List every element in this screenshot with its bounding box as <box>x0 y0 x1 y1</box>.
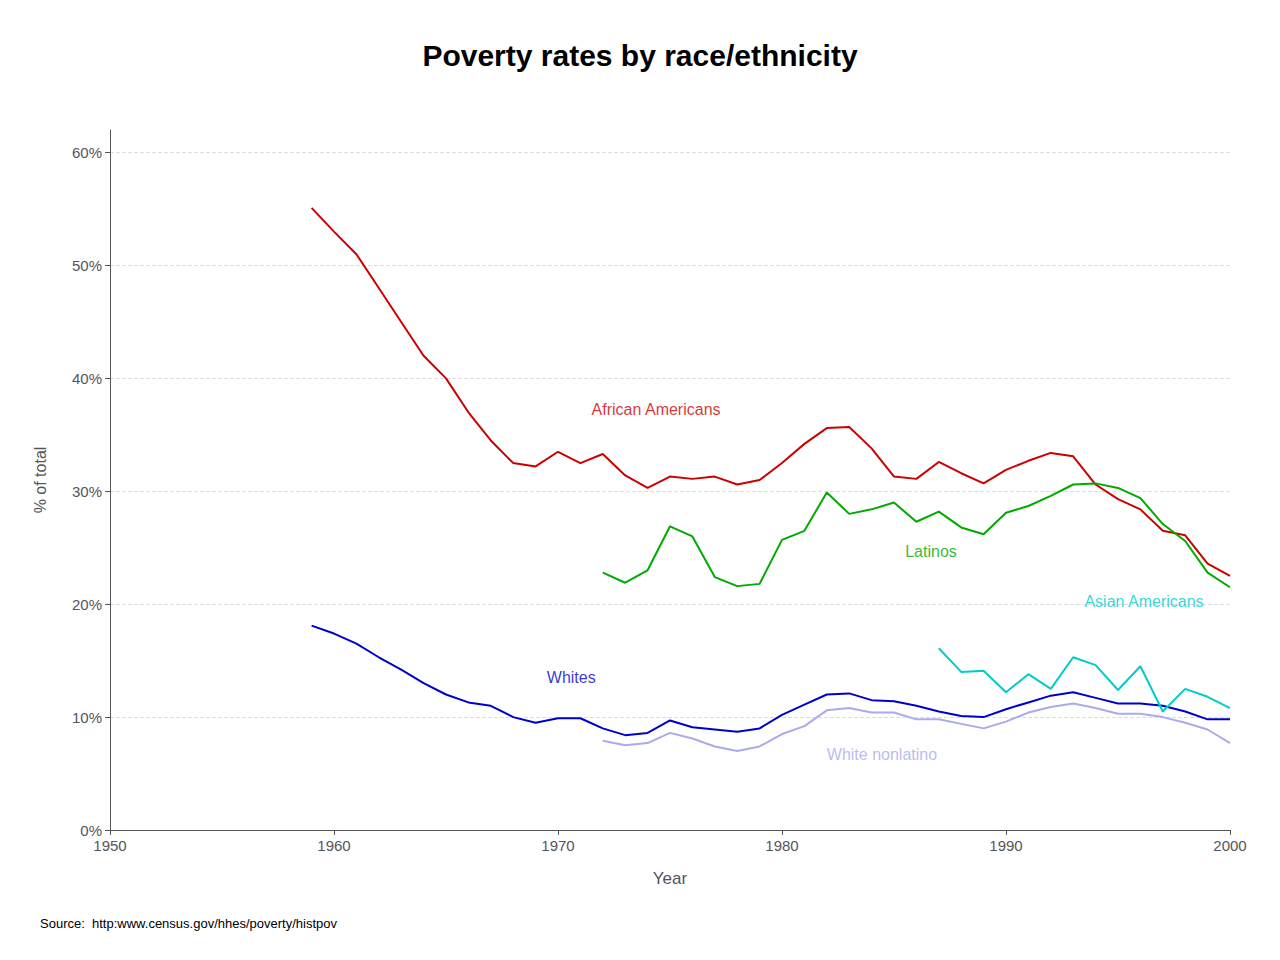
svg-text:1990: 1990 <box>989 837 1022 854</box>
svg-text:White nonlatino: White nonlatino <box>827 746 937 763</box>
svg-text:Source: http:www.census.gov/h: Source: http:www.census.gov/hhes/poverty… <box>40 916 337 931</box>
svg-text:% of total: % of total <box>32 447 49 514</box>
svg-text:African Americans: African Americans <box>592 401 721 418</box>
svg-text:Asian Americans: Asian Americans <box>1084 593 1203 610</box>
svg-text:1960: 1960 <box>317 837 350 854</box>
svg-text:60%: 60% <box>72 144 102 161</box>
svg-text:10%: 10% <box>72 709 102 726</box>
svg-text:Year: Year <box>653 869 688 888</box>
svg-text:Latinos: Latinos <box>905 543 957 560</box>
svg-text:1950: 1950 <box>93 837 126 854</box>
svg-text:Poverty rates by race/ethnicit: Poverty rates by race/ethnicity <box>422 39 858 72</box>
svg-text:1980: 1980 <box>765 837 798 854</box>
svg-text:2000: 2000 <box>1213 837 1246 854</box>
svg-text:0%: 0% <box>80 822 102 839</box>
svg-text:20%: 20% <box>72 596 102 613</box>
svg-text:40%: 40% <box>72 370 102 387</box>
svg-text:50%: 50% <box>72 257 102 274</box>
svg-text:30%: 30% <box>72 483 102 500</box>
svg-text:Whites: Whites <box>547 669 596 686</box>
svg-text:1970: 1970 <box>541 837 574 854</box>
